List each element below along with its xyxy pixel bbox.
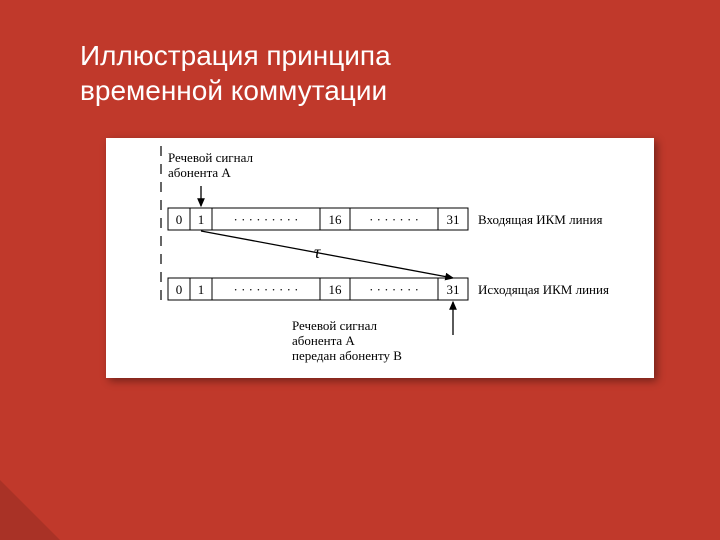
diagram-frame: 01· · · · · · · · ·16· · · · · · ·31Вход… <box>106 138 654 378</box>
svg-text:абонента A: абонента A <box>168 165 231 180</box>
svg-text:Исходящая ИКМ линия: Исходящая ИКМ линия <box>478 282 609 297</box>
svg-text:передан абоненту B: передан абоненту B <box>292 348 402 363</box>
svg-text:1: 1 <box>198 282 205 297</box>
slide-title: Иллюстрация принципавременной коммутации <box>80 38 391 108</box>
svg-text:абонента A: абонента A <box>292 333 355 348</box>
slide: Иллюстрация принципавременной коммутации… <box>0 0 720 540</box>
svg-text:16: 16 <box>329 212 343 227</box>
svg-text:16: 16 <box>329 282 343 297</box>
svg-text:· · · · · · ·: · · · · · · · <box>369 212 419 227</box>
svg-text:1: 1 <box>198 212 205 227</box>
svg-text:31: 31 <box>447 212 460 227</box>
svg-text:Речевой сигнал: Речевой сигнал <box>292 318 377 333</box>
svg-text:· · · · · · · · ·: · · · · · · · · · <box>234 282 299 297</box>
corner-accent <box>0 480 60 540</box>
svg-text:Речевой сигнал: Речевой сигнал <box>168 150 253 165</box>
svg-text:0: 0 <box>176 212 183 227</box>
svg-text:· · · · · · ·: · · · · · · · <box>369 282 419 297</box>
svg-text:Входящая ИКМ линия: Входящая ИКМ линия <box>478 212 602 227</box>
diagram-svg: 01· · · · · · · · ·16· · · · · · ·31Вход… <box>106 138 654 378</box>
svg-text:31: 31 <box>447 282 460 297</box>
svg-text:· · · · · · · · ·: · · · · · · · · · <box>234 212 299 227</box>
svg-text:0: 0 <box>176 282 183 297</box>
